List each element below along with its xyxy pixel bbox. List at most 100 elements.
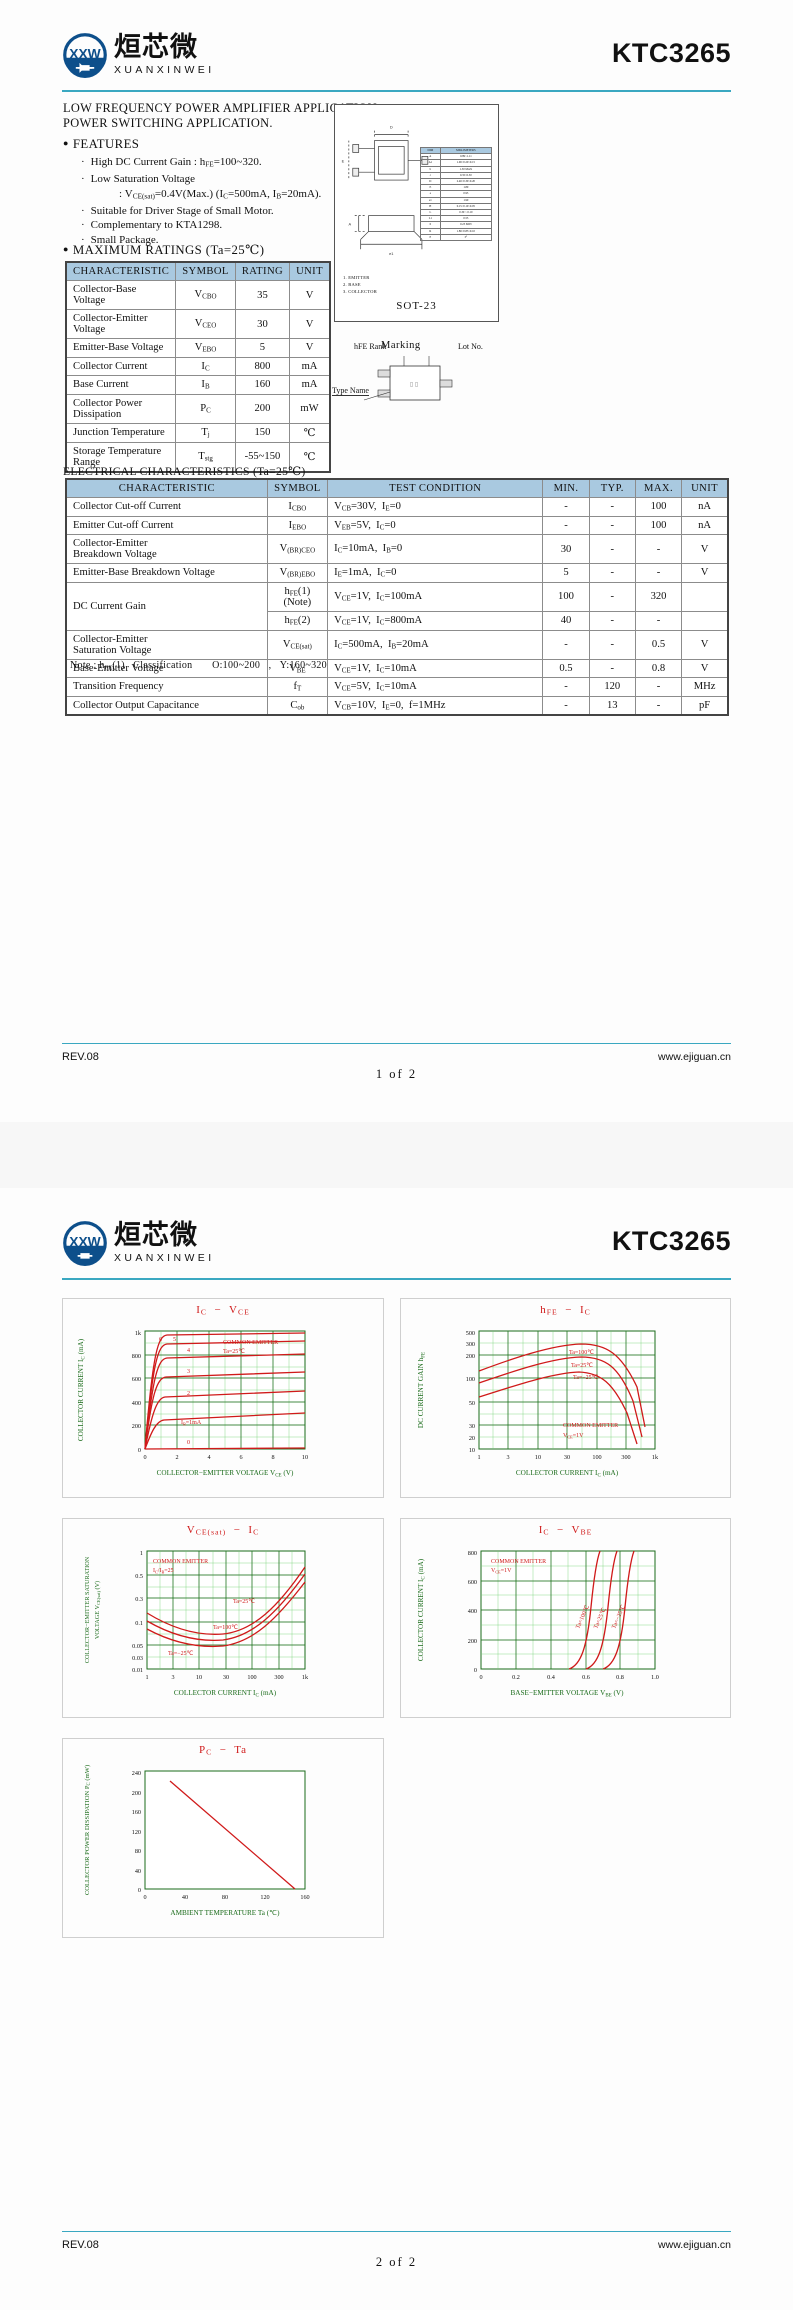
table-row: DC Current Gain hFE(1) (Note) VCE=1V, IC=… [65,581,729,631]
cell-test-condition: VCB=30V, IE=0 [327,497,544,517]
svg-text:160: 160 [132,1809,141,1816]
chart-title: hFE − IC [540,1304,591,1317]
cell-characteristic: Base-Emitter Voltage [65,658,268,679]
svg-text:2: 2 [187,1391,190,1397]
col-typ: TYP. [588,478,636,498]
table-row: Junction Temperature Tj 150 ℃ [65,422,331,443]
svg-text:10: 10 [302,1454,308,1461]
company-logo: XXW 烜芯微 XUANXINWEI [62,1220,215,1266]
cell-symbol: IB [175,375,236,395]
pin-item: 2. BASE [343,282,361,287]
svg-text:0.3: 0.3 [135,1596,143,1603]
svg-text:0.8: 0.8 [616,1674,624,1681]
svg-text:A: A [348,222,351,227]
cell-symbol: hFE(1) (Note) [266,581,329,613]
svg-text:0: 0 [474,1667,477,1674]
cell-characteristic: Junction Temperature [65,422,177,443]
table-header-row: CHARACTERISTIC SYMBOL TEST CONDITION MIN… [65,478,729,498]
cell-typ: - [588,563,636,583]
table-row: Emitter-Base Breakdown Voltage V(BR)EBO … [65,563,729,583]
revision-label: REV.08 [62,2239,99,2251]
cell-test-condition: IE=1mA, IC=0 [327,563,544,583]
cell-rating: 30 [234,309,291,339]
cell-mm: 0.15~0.10~0.05 [439,202,493,211]
svg-text:50: 50 [469,1400,475,1407]
cell-mm: 0.55 [439,215,493,223]
svg-text:0: 0 [143,1894,146,1901]
cell-mm: 0.95 [439,190,493,198]
table-header-row: CHARACTERISTIC SYMBOL RATING UNIT [65,261,331,281]
svg-text:30: 30 [469,1423,475,1430]
cell-typ: - [588,534,636,565]
col-symbol: SYMBOL [266,478,329,498]
cell-characteristic: Transition Frequency [65,677,268,697]
cell-characteristic: Emitter Cut-off Current [65,515,268,536]
col-max: MAX. [634,478,683,498]
svg-text:30: 30 [223,1674,229,1681]
website-label: www.ejiguan.cn [658,2239,731,2251]
header-divider [62,1278,731,1280]
svg-text:0.05: 0.05 [132,1643,143,1650]
cell-characteristic: Base Current [65,375,177,395]
table-row: Collector Current IC 800 mA [65,356,331,377]
marking-hfe-rank-label: hFE Rank [354,342,387,351]
svg-text:200: 200 [132,1423,141,1430]
svg-text:0.01: 0.01 [132,1667,143,1674]
svg-text:1.0: 1.0 [651,1674,659,1681]
cell-characteristic: Collector-Emitter Saturation Voltage [65,629,268,660]
cell-typ: - [588,658,636,679]
svg-text:0: 0 [143,1454,146,1461]
pin-assignment-list: 1. EMITTER 2. BASE 3. COLLECTOR [343,274,377,295]
cell-unit: V [681,534,729,565]
page-gap [0,1122,793,1188]
cell-characteristic: DC Current Gain [65,581,268,631]
bullet-icon: ● [63,244,69,254]
cell-mm: 1.80~0.85~0.10 [439,227,493,235]
table-row: H 0.15~0.10~0.05 [420,202,493,211]
table-header-row: DIM MILLIMETERS [420,146,493,155]
chart-plot: 10 20 30 50 100 200 300 500 1 3 10 30 10… [417,1330,659,1478]
table-row: L1 0.55 [420,215,493,223]
svg-text:80: 80 [222,1894,228,1901]
cell-symbol: V(BR)CEO [266,534,329,565]
svg-text:0: 0 [138,1447,141,1454]
logo-english-name: XUANXINWEI [114,1252,215,1264]
chart-pc-ta: PC − Ta 0 40 80 120 160 200 240 0 40 80 … [62,1738,384,1938]
col-test-condition: TEST CONDITION [327,478,544,498]
svg-text:6: 6 [159,1337,162,1343]
svg-text:120: 120 [260,1894,269,1901]
col-rating: RATING [234,261,291,281]
table-row: θ 0.25 MIN [420,221,493,229]
svg-text:3: 3 [171,1674,174,1681]
cell-test-condition: VCE=1V, IC=10mA [327,658,544,679]
svg-text:1: 1 [477,1454,480,1461]
chart-plot: 0 200 400 600 800 1k 0 2 4 6 8 10 COMMON… [77,1330,308,1478]
chart-title: IC − VBE [538,1524,593,1537]
feature-item: Small Package. [81,233,321,248]
cell-max: 100 [634,515,683,536]
col-min: MIN. [542,478,590,498]
svg-text:XXW: XXW [69,47,101,62]
cell-unit [681,611,729,631]
cell-symbol: fT [266,677,329,697]
table-row: Collector-Base Voltage VCBO 35 V [65,280,331,310]
cell-typ: 13 [588,695,636,716]
svg-text:10: 10 [469,1447,475,1454]
svg-text:e1: e1 [389,251,393,256]
svg-text:COMMON EMITTER: COMMON EMITTER [153,1559,208,1565]
cell-unit: pF [681,695,729,716]
svg-text:VCE=1V: VCE=1V [491,1568,512,1574]
cell-symbol: hFE(2) [266,611,329,631]
cell-unit: V [289,309,331,339]
chart-plot: 0 200 400 600 800 0 0.2 0.4 0.6 0.8 1.0 … [417,1550,659,1698]
svg-text:0.5: 0.5 [135,1573,143,1580]
svg-text:4: 4 [187,1348,190,1354]
cell-unit: V [289,338,331,358]
cell-mm: 1.90 [439,196,493,204]
cell-unit: ℃ [289,422,331,443]
svg-text:VOLTAGE VCE(sat) (V): VOLTAGE VCE(sat) (V) [94,1580,101,1638]
cell-mm: 0.30 ~ 0.10 [439,209,493,217]
cell-max: 0.5 [634,629,683,660]
svg-text:XXW: XXW [69,1235,101,1250]
header-divider [62,90,731,92]
